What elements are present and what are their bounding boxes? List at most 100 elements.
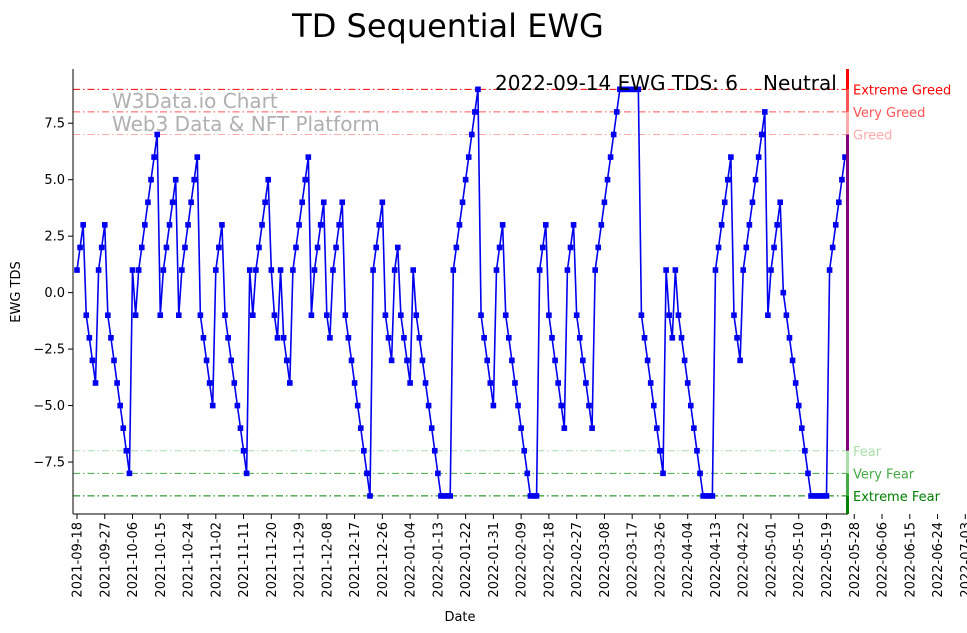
x-tick-label: 2022-03-08 <box>598 522 613 598</box>
y-tick-label: 7.5 <box>44 117 65 132</box>
data-point <box>669 335 676 341</box>
data-point <box>271 312 278 319</box>
sentiment-status: Neutral <box>763 71 837 95</box>
data-point <box>219 222 225 228</box>
data-point <box>354 402 361 409</box>
data-point <box>641 335 648 341</box>
data-point <box>629 86 635 93</box>
data-point <box>610 131 617 138</box>
data-point <box>163 244 170 251</box>
data-point <box>780 289 787 296</box>
data-point <box>478 312 484 319</box>
data-point <box>524 470 531 477</box>
data-point <box>539 244 546 251</box>
data-point <box>468 131 475 138</box>
data-point <box>561 425 568 431</box>
data-point <box>385 335 392 341</box>
data-point <box>518 425 524 431</box>
data-point <box>262 199 268 206</box>
x-tick-label: 2022-02-09 <box>515 522 530 598</box>
data-point <box>111 357 117 364</box>
data-point <box>206 380 213 386</box>
data-point <box>774 222 780 228</box>
data-point <box>179 267 185 273</box>
x-tick-label: 2022-03-17 <box>626 522 641 598</box>
data-point <box>712 267 719 273</box>
data-point <box>724 176 731 183</box>
data-point <box>391 267 398 273</box>
data-point <box>697 470 703 477</box>
data-point <box>814 493 821 499</box>
y-axis-label: EWG TDS <box>9 261 24 322</box>
data-point <box>530 493 537 499</box>
data-point <box>771 244 777 251</box>
data-point <box>86 335 93 341</box>
data-point <box>431 447 438 454</box>
data-point <box>129 267 136 273</box>
data-point <box>404 357 410 364</box>
data-point <box>706 493 713 499</box>
data-point <box>644 357 651 364</box>
data-point <box>493 267 500 273</box>
data-point <box>268 267 275 273</box>
data-point <box>601 199 608 206</box>
data-point <box>604 176 611 183</box>
data-point <box>567 244 574 251</box>
data-point <box>216 244 222 251</box>
x-tick-label: 2021-11-02 <box>209 522 224 598</box>
data-point <box>487 380 494 386</box>
data-point <box>203 357 210 364</box>
data-point <box>376 222 383 228</box>
data-point <box>256 244 262 251</box>
data-point <box>277 267 284 273</box>
data-point <box>499 222 506 228</box>
data-point <box>811 493 817 499</box>
data-point <box>339 199 346 206</box>
x-tick-label: 2021-11-20 <box>265 522 280 598</box>
data-point <box>549 335 555 341</box>
data-point <box>441 493 447 499</box>
data-point <box>647 380 654 386</box>
data-point <box>438 493 444 499</box>
data-point <box>462 176 469 183</box>
data-point <box>687 402 694 409</box>
data-point <box>740 267 747 273</box>
data-point <box>728 154 734 160</box>
data-point <box>613 109 620 115</box>
data-point <box>305 154 312 160</box>
data-point <box>459 199 466 206</box>
data-point <box>336 222 342 228</box>
data-point <box>222 312 228 319</box>
x-tick-label: 2021-09-27 <box>98 522 113 598</box>
data-point <box>592 267 598 273</box>
data-point <box>583 380 589 386</box>
data-point <box>145 199 151 206</box>
data-point <box>792 380 799 386</box>
data-point <box>169 199 176 206</box>
axes <box>72 69 848 515</box>
data-point <box>663 267 669 273</box>
data-point <box>617 86 623 93</box>
data-point <box>101 222 108 228</box>
data-point <box>731 312 737 319</box>
data-point <box>320 199 327 206</box>
data-point <box>799 425 805 431</box>
data-point <box>746 222 753 228</box>
data-point <box>194 154 201 160</box>
x-tick-label: 2022-03-26 <box>653 522 668 598</box>
data-point <box>382 312 389 319</box>
data-point <box>758 131 765 138</box>
x-tick-label: 2021-12-17 <box>348 522 363 598</box>
data-point <box>114 380 120 386</box>
data-point <box>416 335 423 341</box>
x-tick-label: 2021-12-26 <box>376 522 391 598</box>
data-point <box>598 222 605 228</box>
x-tick-label: 2022-06-06 <box>876 522 891 598</box>
data-point <box>623 86 629 93</box>
data-point <box>472 109 478 115</box>
data-point <box>246 267 253 273</box>
data-point <box>527 493 534 499</box>
data-point <box>265 176 272 183</box>
x-tick-label: 2021-11-11 <box>237 522 252 598</box>
y-ticks: −7.5 −5.0 −2.5 0.0 2.5 5.0 7.5 <box>33 117 73 471</box>
